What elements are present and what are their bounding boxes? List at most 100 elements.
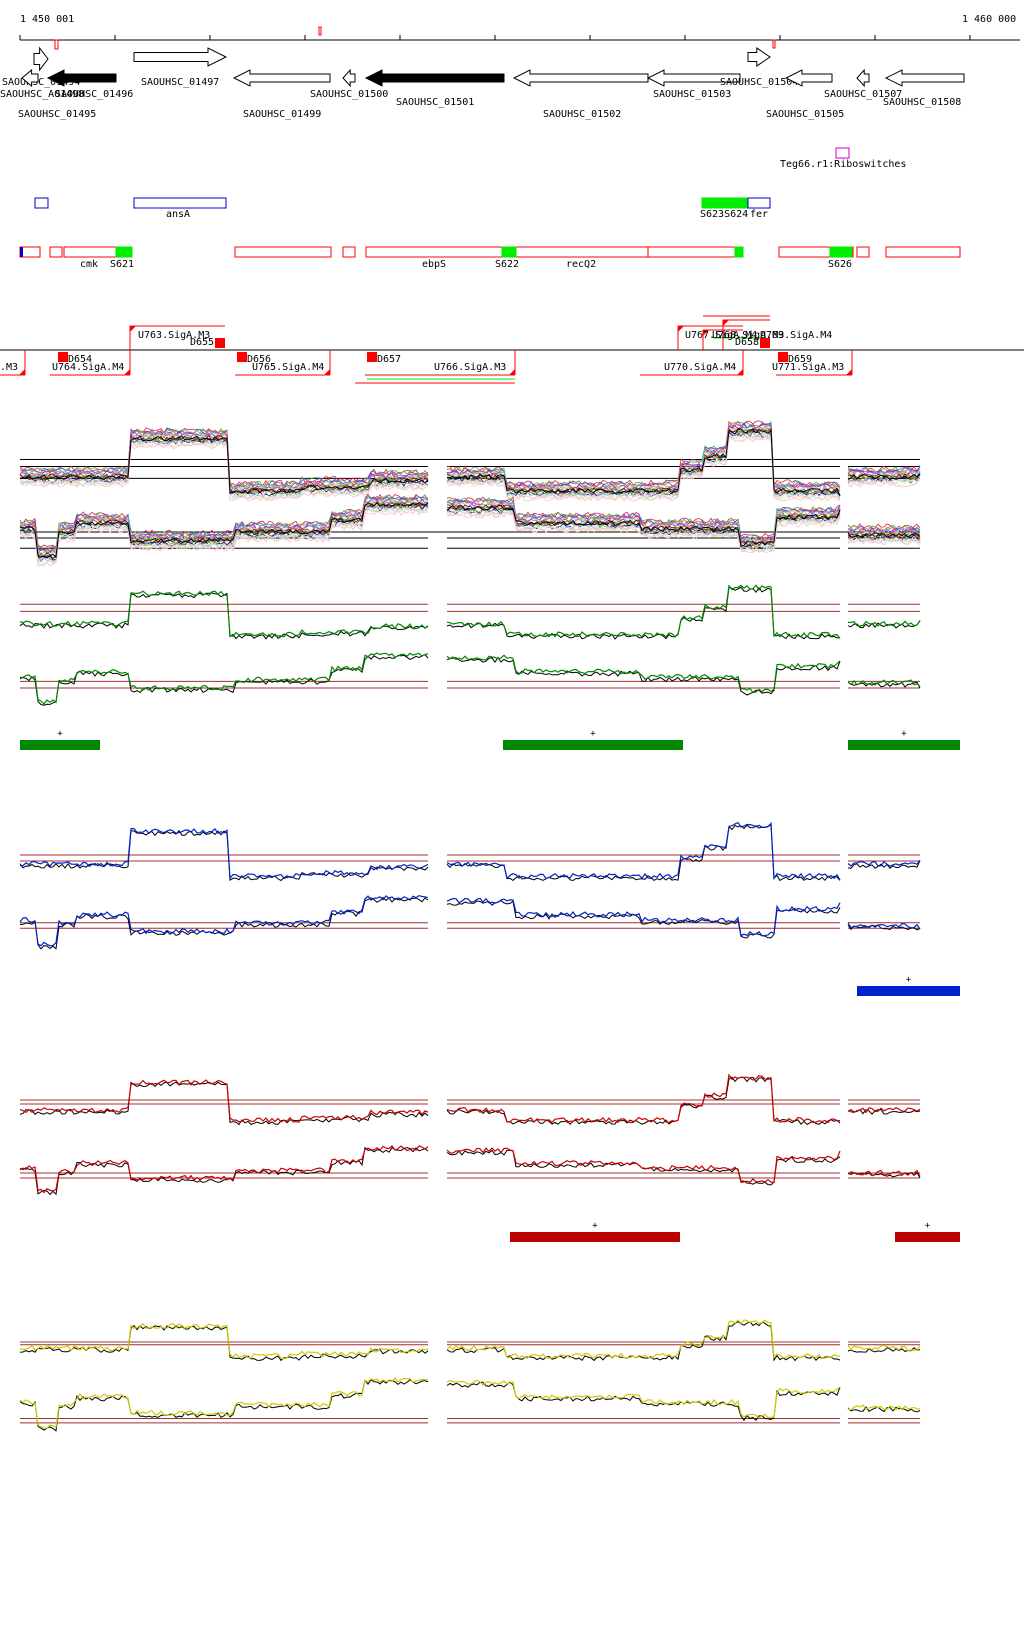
gene-label: SAOUHSC_A01498 (0, 89, 84, 100)
red-feature (778, 246, 854, 258)
blue-feature (34, 197, 49, 209)
red-feature (856, 246, 870, 258)
promoter-mark (324, 369, 330, 375)
gene-arrow (33, 46, 49, 72)
promoter-mark (124, 369, 130, 375)
promoter-box (367, 352, 377, 362)
blue-feature (747, 197, 771, 209)
green-feature (115, 246, 133, 258)
red-feature (49, 246, 63, 258)
promoter-mark (723, 320, 729, 326)
condition-bar (857, 986, 960, 996)
condition-bar (20, 740, 100, 750)
expression-profiles (19, 420, 921, 1432)
feature-label: S621 (110, 259, 134, 270)
red-feature (63, 246, 117, 258)
riboswitch-box (835, 147, 850, 159)
green-feature (734, 246, 744, 258)
green-feature (829, 246, 853, 258)
coordinate-axis: 1 450 001 1 460 000 (19, 14, 1020, 50)
promoter-label: D655 (190, 337, 214, 348)
feature-tracks: Teg66.r1:Riboswitches ansA S623S624 fer cmk S… (19, 147, 961, 270)
gene-arrow (46, 69, 117, 87)
feature-label: S626 (828, 259, 852, 270)
gene-arrow (747, 47, 771, 67)
promoter-box (778, 352, 788, 362)
promoter-label: U771.SigA.M3 (772, 362, 844, 373)
gene-arrow (133, 47, 228, 67)
promoter-mark (678, 326, 684, 332)
blue-feature (133, 197, 227, 209)
gene-label: SAOUHSC_01496 (55, 89, 133, 100)
gene-label: SAOUHSC_01500 (310, 89, 388, 100)
red-feature (647, 246, 741, 258)
promoter-label: U770.SigA.M4 (664, 362, 736, 373)
axis-end-label: 1 460 000 (962, 14, 1016, 25)
promoter-box (237, 352, 247, 362)
condition-bar-sign: + (901, 729, 907, 739)
red-feature (234, 246, 332, 258)
axis-marker (54, 39, 59, 50)
promoter-label: D658 (735, 337, 759, 348)
feature-label: recQ2 (566, 259, 596, 270)
promoter-label: U769.SigA.M4 (760, 330, 832, 341)
condition-bar (848, 740, 960, 750)
gene-arrow (21, 68, 39, 88)
promoter-label: D657 (377, 354, 401, 365)
promoter-mark (703, 330, 709, 336)
profile-line-colored (19, 1319, 921, 1360)
gene-label: SAOUHSC_01503 (653, 89, 731, 100)
promoter-label: .M3 (0, 362, 18, 373)
green-feature (501, 246, 517, 258)
feature-label: cmk (80, 259, 98, 270)
feature-label: ebpS (422, 259, 446, 270)
promoter-box (58, 352, 68, 362)
gene-arrow (784, 69, 833, 87)
condition-bar-sign: + (590, 729, 596, 739)
profile-line-colored (19, 894, 921, 947)
feature-label: S623S624 (700, 209, 748, 220)
gene-label: SAOUHSC_01504 (720, 77, 798, 88)
promoter-label: D659 (788, 354, 812, 365)
red-feature (515, 246, 649, 258)
condition-bars: + + + + + + (20, 729, 960, 1242)
gene-track: SAOUHSC_01494SAOUHSC_A01498SAOUHSC_01496… (0, 46, 965, 120)
profile-line-colored (19, 1377, 921, 1429)
promoter-mark (509, 369, 515, 375)
multi-profile-line (19, 509, 920, 567)
promoter-label: U764.SigA.M4 (52, 362, 124, 373)
riboswitch-label: Teg66.r1:Riboswitches (780, 159, 906, 170)
profile-line-black (19, 1146, 921, 1196)
condition-bar-sign: + (906, 975, 912, 985)
promoter-mark (19, 369, 25, 375)
gene-arrow (646, 69, 741, 87)
promoter-label: D656 (247, 354, 271, 365)
gene-arrow (512, 69, 649, 87)
feature-label: fer (750, 209, 768, 220)
gene-label: SAOUHSC_01508 (883, 97, 961, 108)
promoter-mark (130, 326, 136, 332)
promoter-box (760, 338, 770, 348)
axis-start-label: 1 450 001 (20, 14, 74, 25)
gene-arrow (856, 68, 870, 88)
red-feature (885, 246, 961, 258)
promoter-label: U766.SigA.M3 (434, 362, 506, 373)
promoter-mark (737, 369, 743, 375)
condition-bar-sign: + (592, 1221, 598, 1231)
multi-profile-line (19, 502, 921, 559)
promoter-label: U767.SigA.M4 (685, 330, 757, 341)
promoter-label: U768.SigA.M3 (712, 330, 784, 341)
gene-label: SAOUHSC_01501 (396, 97, 474, 108)
condition-bar (503, 740, 683, 750)
gene-arrow (364, 69, 505, 87)
axis-marker (772, 39, 776, 49)
promoter-label: U763.SigA.M3 (138, 330, 210, 341)
axis-marker (318, 26, 322, 36)
profile-line-colored (19, 652, 921, 705)
gene-arrow (884, 69, 965, 87)
promoter-label: U765.SigA.M4 (252, 362, 324, 373)
multi-profile-line (19, 500, 921, 559)
blue-feature (20, 247, 23, 257)
